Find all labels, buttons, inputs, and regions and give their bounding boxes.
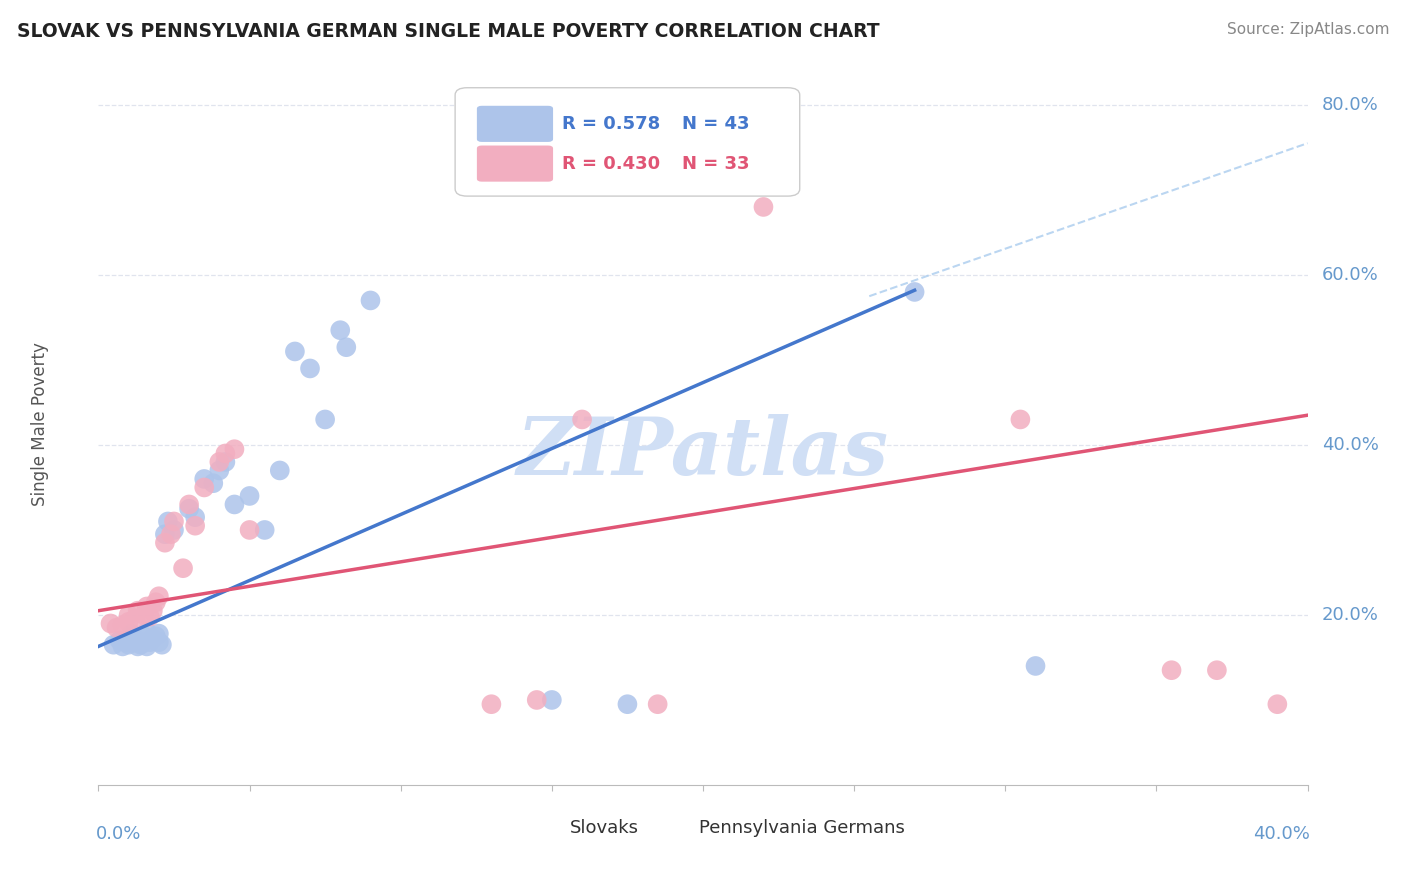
Point — [103, 638, 125, 652]
Point — [481, 697, 503, 711]
Point — [139, 635, 162, 649]
Point — [132, 607, 155, 622]
Point — [135, 599, 157, 614]
Point — [150, 638, 173, 652]
Point — [179, 501, 201, 516]
Point — [360, 293, 382, 308]
Point — [111, 640, 134, 654]
Point — [105, 621, 128, 635]
Point — [1160, 663, 1182, 677]
Point — [214, 446, 236, 460]
Point — [314, 412, 336, 426]
Point — [114, 635, 136, 649]
Point — [111, 618, 134, 632]
Point — [184, 518, 207, 533]
Point — [224, 498, 246, 512]
FancyBboxPatch shape — [477, 145, 553, 182]
Text: R = 0.578: R = 0.578 — [561, 115, 659, 133]
Point — [142, 632, 165, 646]
Point — [127, 640, 149, 654]
Point — [208, 463, 231, 477]
Point — [153, 535, 176, 549]
Point — [335, 340, 357, 354]
Point — [202, 476, 225, 491]
Point — [156, 515, 179, 529]
Point — [179, 498, 201, 512]
Text: R = 0.430: R = 0.430 — [561, 154, 659, 172]
Point — [118, 607, 141, 622]
Point — [132, 629, 155, 643]
Point — [148, 589, 170, 603]
Text: 60.0%: 60.0% — [1322, 266, 1379, 284]
Point — [124, 635, 146, 649]
Point — [224, 442, 246, 457]
Text: 20.0%: 20.0% — [1322, 606, 1379, 624]
Point — [299, 361, 322, 376]
Point — [118, 632, 141, 646]
Text: N = 43: N = 43 — [682, 115, 749, 133]
FancyBboxPatch shape — [654, 810, 695, 841]
Point — [904, 285, 927, 299]
Point — [1024, 659, 1046, 673]
Point — [193, 472, 215, 486]
Point — [121, 626, 143, 640]
Point — [135, 624, 157, 639]
Text: 0.0%: 0.0% — [96, 825, 142, 843]
Point — [148, 626, 170, 640]
Text: 40.0%: 40.0% — [1253, 825, 1310, 843]
Point — [145, 595, 167, 609]
Text: SLOVAK VS PENNSYLVANIA GERMAN SINGLE MALE POVERTY CORRELATION CHART: SLOVAK VS PENNSYLVANIA GERMAN SINGLE MAL… — [17, 22, 880, 41]
Point — [193, 480, 215, 494]
Point — [239, 489, 262, 503]
Point — [139, 609, 162, 624]
Point — [239, 523, 262, 537]
Point — [571, 412, 593, 426]
FancyBboxPatch shape — [456, 87, 800, 196]
Point — [129, 638, 152, 652]
Point — [163, 523, 186, 537]
Point — [127, 604, 149, 618]
Point — [1267, 697, 1289, 711]
Point — [163, 515, 186, 529]
Text: 40.0%: 40.0% — [1322, 436, 1379, 454]
Point — [540, 693, 562, 707]
Text: Slovaks: Slovaks — [569, 820, 638, 838]
Text: Pennsylvania Germans: Pennsylvania Germans — [699, 820, 905, 838]
Point — [329, 323, 352, 337]
Point — [208, 455, 231, 469]
Point — [1206, 663, 1229, 677]
Point — [153, 527, 176, 541]
Text: ZIPatlas: ZIPatlas — [517, 414, 889, 491]
Point — [184, 510, 207, 524]
Point — [118, 638, 141, 652]
Point — [1010, 412, 1032, 426]
Point — [269, 463, 291, 477]
Point — [118, 615, 141, 629]
Point — [284, 344, 307, 359]
Point — [124, 612, 146, 626]
Point — [526, 693, 548, 707]
Point — [135, 640, 157, 654]
Point — [145, 629, 167, 643]
Point — [214, 455, 236, 469]
Point — [616, 697, 638, 711]
Point — [172, 561, 194, 575]
Text: Single Male Poverty: Single Male Poverty — [31, 342, 49, 506]
Text: 80.0%: 80.0% — [1322, 96, 1379, 114]
FancyBboxPatch shape — [524, 810, 565, 841]
Text: N = 33: N = 33 — [682, 154, 749, 172]
Point — [160, 527, 183, 541]
Point — [148, 635, 170, 649]
Point — [100, 616, 122, 631]
FancyBboxPatch shape — [477, 106, 553, 142]
Point — [127, 633, 149, 648]
Point — [752, 200, 775, 214]
Point — [253, 523, 276, 537]
Point — [142, 604, 165, 618]
Text: Source: ZipAtlas.com: Source: ZipAtlas.com — [1226, 22, 1389, 37]
Point — [108, 633, 131, 648]
Point — [647, 697, 669, 711]
